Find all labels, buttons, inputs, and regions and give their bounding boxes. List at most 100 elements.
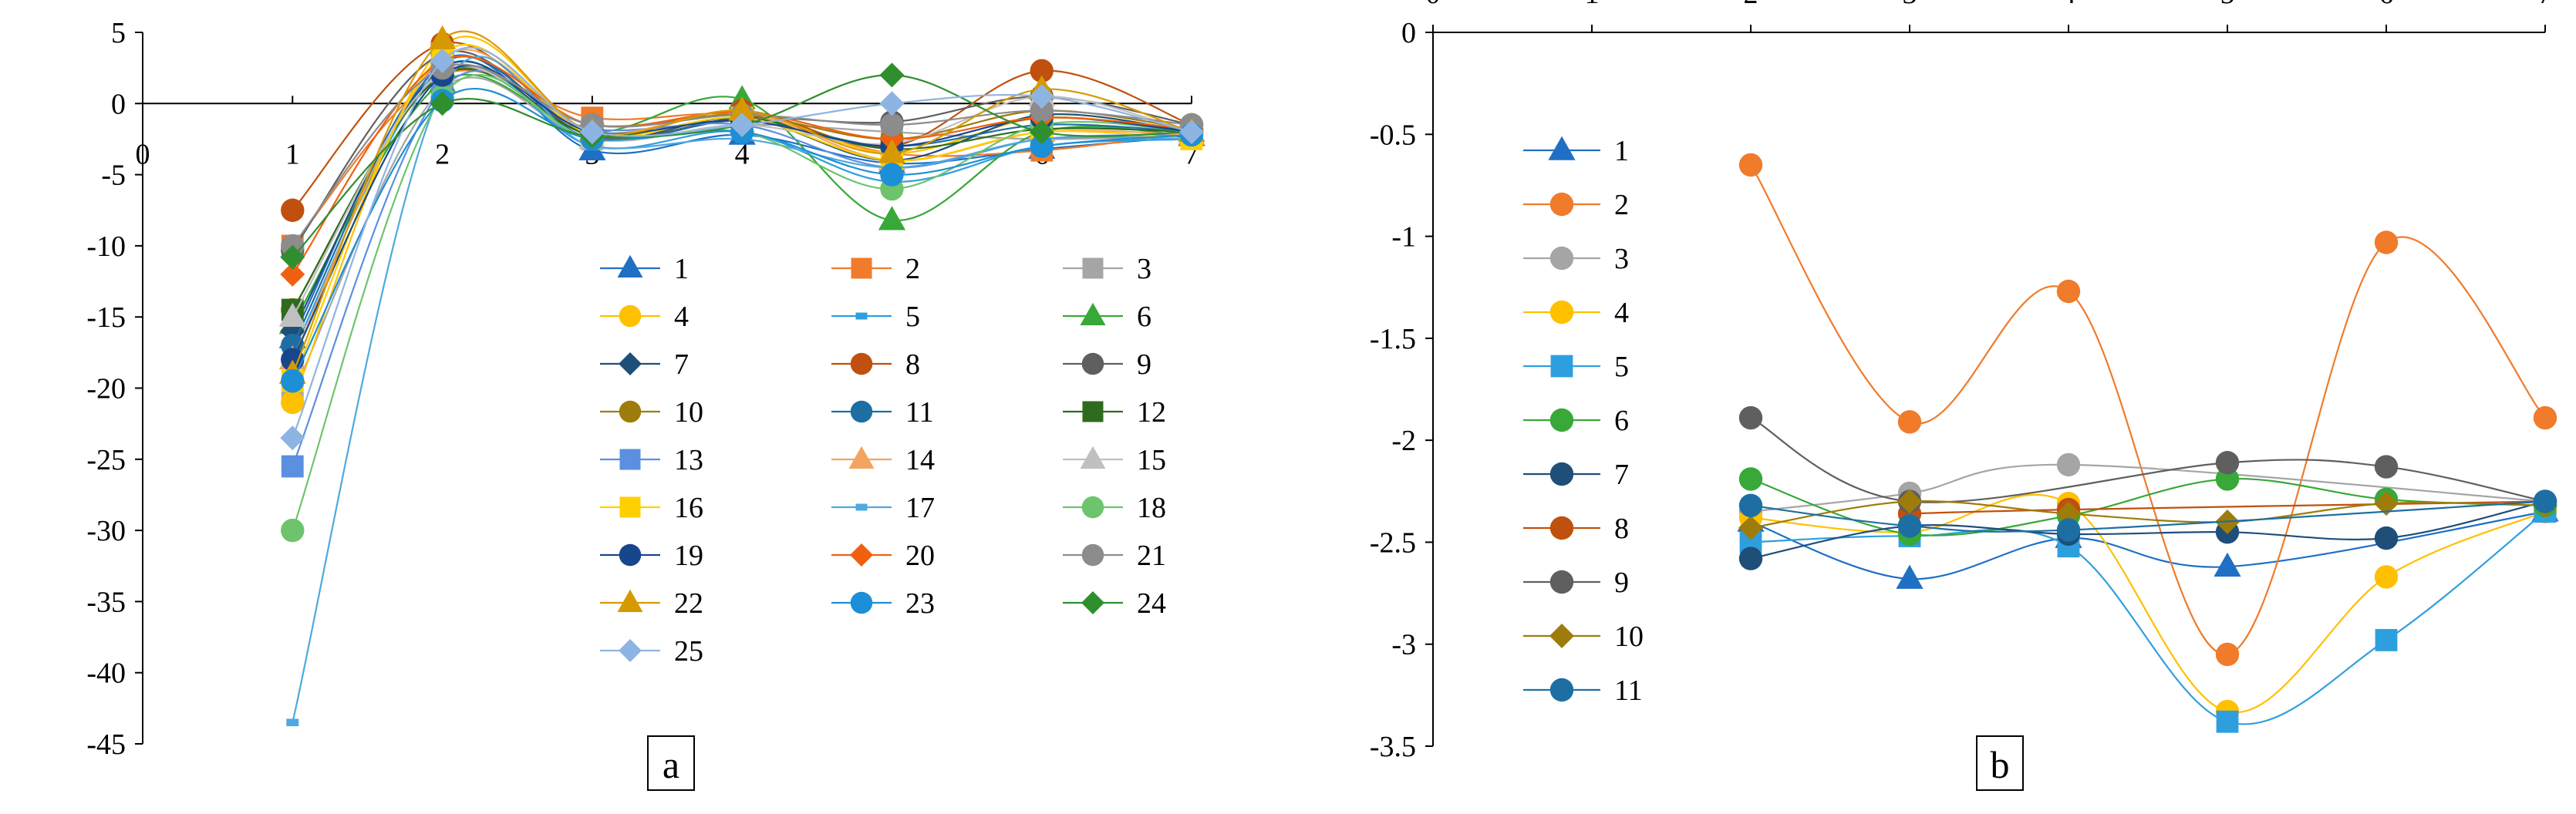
legend-item: 21 [1063, 540, 1166, 572]
legend-item: 22 [600, 587, 703, 620]
legend-marker [619, 400, 642, 423]
data-point [2533, 489, 2557, 513]
legend-label: 8 [1614, 513, 1629, 545]
series-line [1750, 164, 2546, 656]
legend-marker [1080, 446, 1106, 469]
legend-label: 5 [1614, 351, 1629, 383]
legend-item: 1 [1523, 135, 1629, 167]
data-point [286, 718, 299, 727]
data-point [1738, 547, 1763, 570]
legend-item: 4 [1523, 297, 1629, 329]
legend-marker [619, 543, 642, 567]
data-point [1738, 405, 1763, 430]
legend-label: 2 [1614, 189, 1629, 221]
y-tick-label: -0.5 [1370, 119, 1416, 151]
data-point [2374, 565, 2399, 589]
legend-label: 14 [905, 444, 935, 476]
series-line [292, 56, 1192, 723]
data-point [880, 163, 904, 187]
data-point [280, 244, 305, 270]
series-line [292, 43, 1192, 382]
legend-item: 7 [1523, 459, 1629, 491]
data-point [879, 91, 905, 116]
x-tick-label: 3 [1903, 0, 1917, 10]
legend-marker [1549, 624, 1574, 648]
legend-label: 11 [1614, 674, 1643, 707]
series-line [292, 30, 1192, 375]
y-tick-label: -3 [1391, 629, 1416, 661]
legend-label: 7 [674, 348, 689, 381]
legend-label: 13 [674, 444, 703, 476]
legend-label: 6 [1137, 301, 1151, 333]
series-9 [1738, 405, 2557, 513]
x-tick-label: 0 [136, 138, 150, 170]
x-tick-label: 1 [1585, 0, 1600, 10]
legend-marker [1549, 192, 1574, 217]
legend-label: 9 [1137, 348, 1151, 381]
data-point [281, 198, 305, 222]
legend-marker [850, 352, 873, 375]
legend-marker [1549, 246, 1574, 271]
legend-label: 2 [905, 253, 920, 285]
series-1 [1737, 497, 2559, 589]
data-point [728, 96, 756, 121]
legend-item: 9 [1063, 348, 1151, 381]
x-tick-label: 2 [1744, 0, 1758, 10]
data-point [1030, 134, 1054, 158]
legend-marker [619, 352, 642, 375]
data-point [1738, 515, 1763, 540]
data-point [2214, 552, 2241, 577]
data-point [878, 139, 906, 163]
legend-marker [1548, 136, 1576, 160]
legend-marker [617, 254, 643, 278]
data-point [1738, 153, 1763, 177]
data-point [281, 348, 305, 372]
x-tick-label: 1 [285, 138, 300, 170]
legend-label: 10 [1614, 621, 1644, 653]
legend-label: 19 [674, 540, 703, 572]
data-point [428, 25, 457, 50]
legend-marker [1081, 543, 1104, 567]
y-tick-label: -1.5 [1370, 323, 1416, 355]
series-line [1750, 500, 2546, 560]
y-tick-label: -25 [86, 444, 126, 476]
panel-label-box [1976, 735, 2024, 791]
legend-marker [1549, 462, 1574, 486]
legend-item: 3 [1063, 253, 1151, 285]
legend-label: 7 [1614, 459, 1629, 491]
legend-marker [848, 446, 875, 469]
legend-marker [1082, 257, 1104, 279]
data-point [2056, 279, 2081, 304]
legend-marker [1549, 300, 1574, 325]
data-point [2374, 491, 2399, 516]
legend-item: 12 [1063, 396, 1166, 429]
data-point [1029, 119, 1054, 145]
data-point [2375, 629, 2398, 651]
legend-item: 3 [1523, 243, 1629, 275]
data-point [2056, 452, 2081, 477]
legend-marker [1550, 355, 1573, 378]
legend-item: 11 [1523, 674, 1643, 707]
legend-item: 4 [600, 301, 689, 333]
legend-label: 4 [1614, 297, 1629, 329]
legend-marker [850, 543, 873, 567]
legend-item: 14 [831, 444, 935, 476]
y-tick-label: 5 [111, 17, 126, 49]
data-point [878, 206, 906, 230]
panel-label: a [663, 743, 679, 786]
data-point [1897, 489, 1922, 514]
data-point [1896, 564, 1924, 589]
legend-marker [1081, 496, 1104, 519]
data-point [2374, 230, 2399, 254]
legend-item: 17 [831, 492, 935, 524]
data-point [1738, 467, 1763, 491]
data-point [730, 112, 755, 137]
y-tick-label: -2.5 [1370, 526, 1416, 559]
series-5 [1739, 500, 2557, 733]
chart-panel-a: 50-5-10-15-20-25-30-35-40-45012345671234… [86, 17, 1205, 791]
data-point [281, 455, 304, 478]
legend-item: 6 [1063, 301, 1151, 333]
x-tick-label: 4 [735, 138, 750, 170]
data-point [430, 91, 455, 116]
